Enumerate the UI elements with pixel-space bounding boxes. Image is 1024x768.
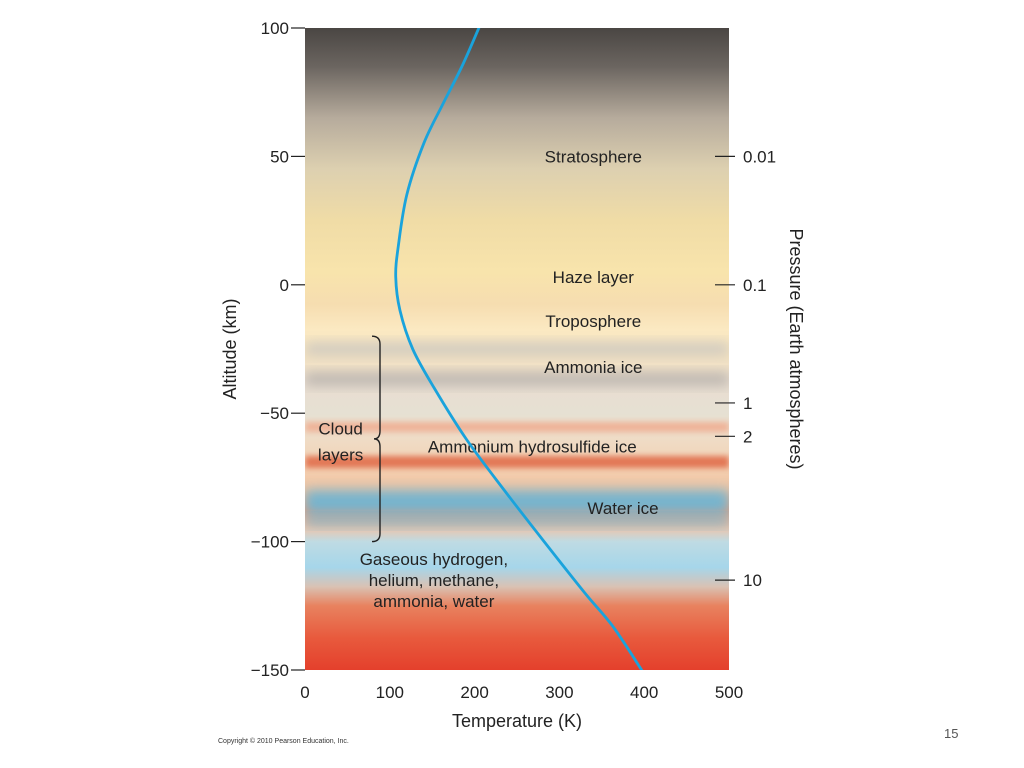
atmosphere-background [305,28,729,670]
y-tick-label: −150 [251,661,289,680]
layer-label: Ammonia ice [544,358,642,377]
layer-label: layers [318,445,363,464]
gas-composition-label: helium, methane, [369,571,499,590]
layer-label: Water ice [587,499,658,518]
x-tick-label: 300 [545,683,573,702]
layer-label: Ammonium hydrosulfide ice [428,438,637,457]
layer-label: Haze layer [553,268,635,287]
cloud-layers-bracket [371,335,381,543]
layer-label: Troposphere [545,312,641,331]
y-tick-label: 100 [261,19,289,38]
temperature-profile-line [394,28,644,670]
y-tick-label: −50 [260,404,289,423]
chart-marks: Stratosphere Haze layer Troposphere Ammonia… [318,28,659,670]
layer-label: Cloud [318,420,362,439]
x-axis-title: Temperature (K) [452,711,582,731]
ammonium-hydrosulfide-band-lower [305,456,729,468]
y-axis-title: Altitude (km) [220,298,240,399]
y-tick-label: 0 [280,276,289,295]
slide-number: 15 [944,726,959,741]
pressure-tick-label: 10 [743,571,762,590]
x-tick-label: 200 [460,683,488,702]
x-tick-label: 100 [376,683,404,702]
y-tick-label: −100 [251,533,289,552]
copyright-note: Copyright © 2010 Pearson Education, Inc. [218,738,349,745]
pressure-tick-label: 0.01 [743,147,776,166]
x-tick-label: 0 [300,683,309,702]
x-tick-label: 500 [715,683,743,702]
water-ice-band-lower [305,516,729,526]
ammonia-ice-band-lower [305,372,729,386]
ammonia-ice-band [305,342,729,356]
ammonium-hydrosulfide-band [305,422,729,432]
x-tick-label: 400 [630,683,658,702]
layer-label: Stratosphere [545,147,642,166]
gas-composition-label: ammonia, water [373,592,494,611]
pressure-axis-title: Pressure (Earth atmospheres) [786,228,806,469]
y-tick-label: 50 [270,147,289,166]
pressure-tick-label: 0.1 [743,276,767,295]
pressure-tick-label: 2 [743,427,752,446]
water-ice-band [305,490,729,514]
gas-composition-label: Gaseous hydrogen, [360,550,508,569]
pressure-tick-label: 1 [743,394,752,413]
